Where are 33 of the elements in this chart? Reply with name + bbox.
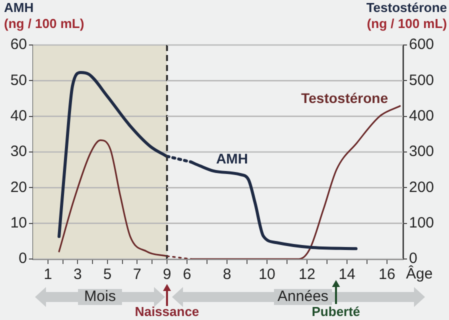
x-tick-label: 12 xyxy=(298,266,316,284)
x-tick-label: 5 xyxy=(103,266,112,284)
y-tick-label: 50 xyxy=(10,72,27,89)
y2-tick-label: 500 xyxy=(409,72,434,89)
x-tick-label: 8 xyxy=(222,266,232,284)
y-tick-label: 20 xyxy=(10,178,27,196)
x-tick-label: 16 xyxy=(378,266,396,284)
text: Mois xyxy=(78,288,122,305)
x-axis-title: Âge xyxy=(406,264,433,283)
series-label: Testostérone xyxy=(301,90,388,106)
x-tick-label: 14 xyxy=(338,266,356,284)
x-tick-label: 9 xyxy=(162,266,172,284)
y-tick-label: 60 xyxy=(10,36,27,54)
y2-tick-label: 100 xyxy=(409,214,434,232)
series-label: AMH xyxy=(216,150,248,166)
y-axis-title: AMH (ng / 100 mL) xyxy=(4,0,84,32)
text: Puberté xyxy=(310,304,362,320)
x-tick-label: 7 xyxy=(133,266,142,284)
y2-axis-title: Testostérone (ng / 100 mL) xyxy=(366,0,447,32)
y2-tick-label: 600 xyxy=(409,36,434,54)
y2-tick-label: 300 xyxy=(409,143,434,160)
y-tick-label: 40 xyxy=(10,107,27,124)
text: Années xyxy=(274,288,332,305)
x-tick-label: 1 xyxy=(44,266,52,284)
y2-tick-label: 200 xyxy=(409,178,434,196)
x-tick-label: 3 xyxy=(73,266,82,284)
y-tick-label: 30 xyxy=(10,143,27,160)
text: Naissance xyxy=(134,304,200,320)
y-tick-label: 0 xyxy=(18,250,27,268)
x-tick-label: 6 xyxy=(182,266,192,284)
y-tick-label: 10 xyxy=(10,214,27,232)
x-tick-label: 10 xyxy=(258,266,276,284)
y2-tick-label: 400 xyxy=(409,107,434,124)
